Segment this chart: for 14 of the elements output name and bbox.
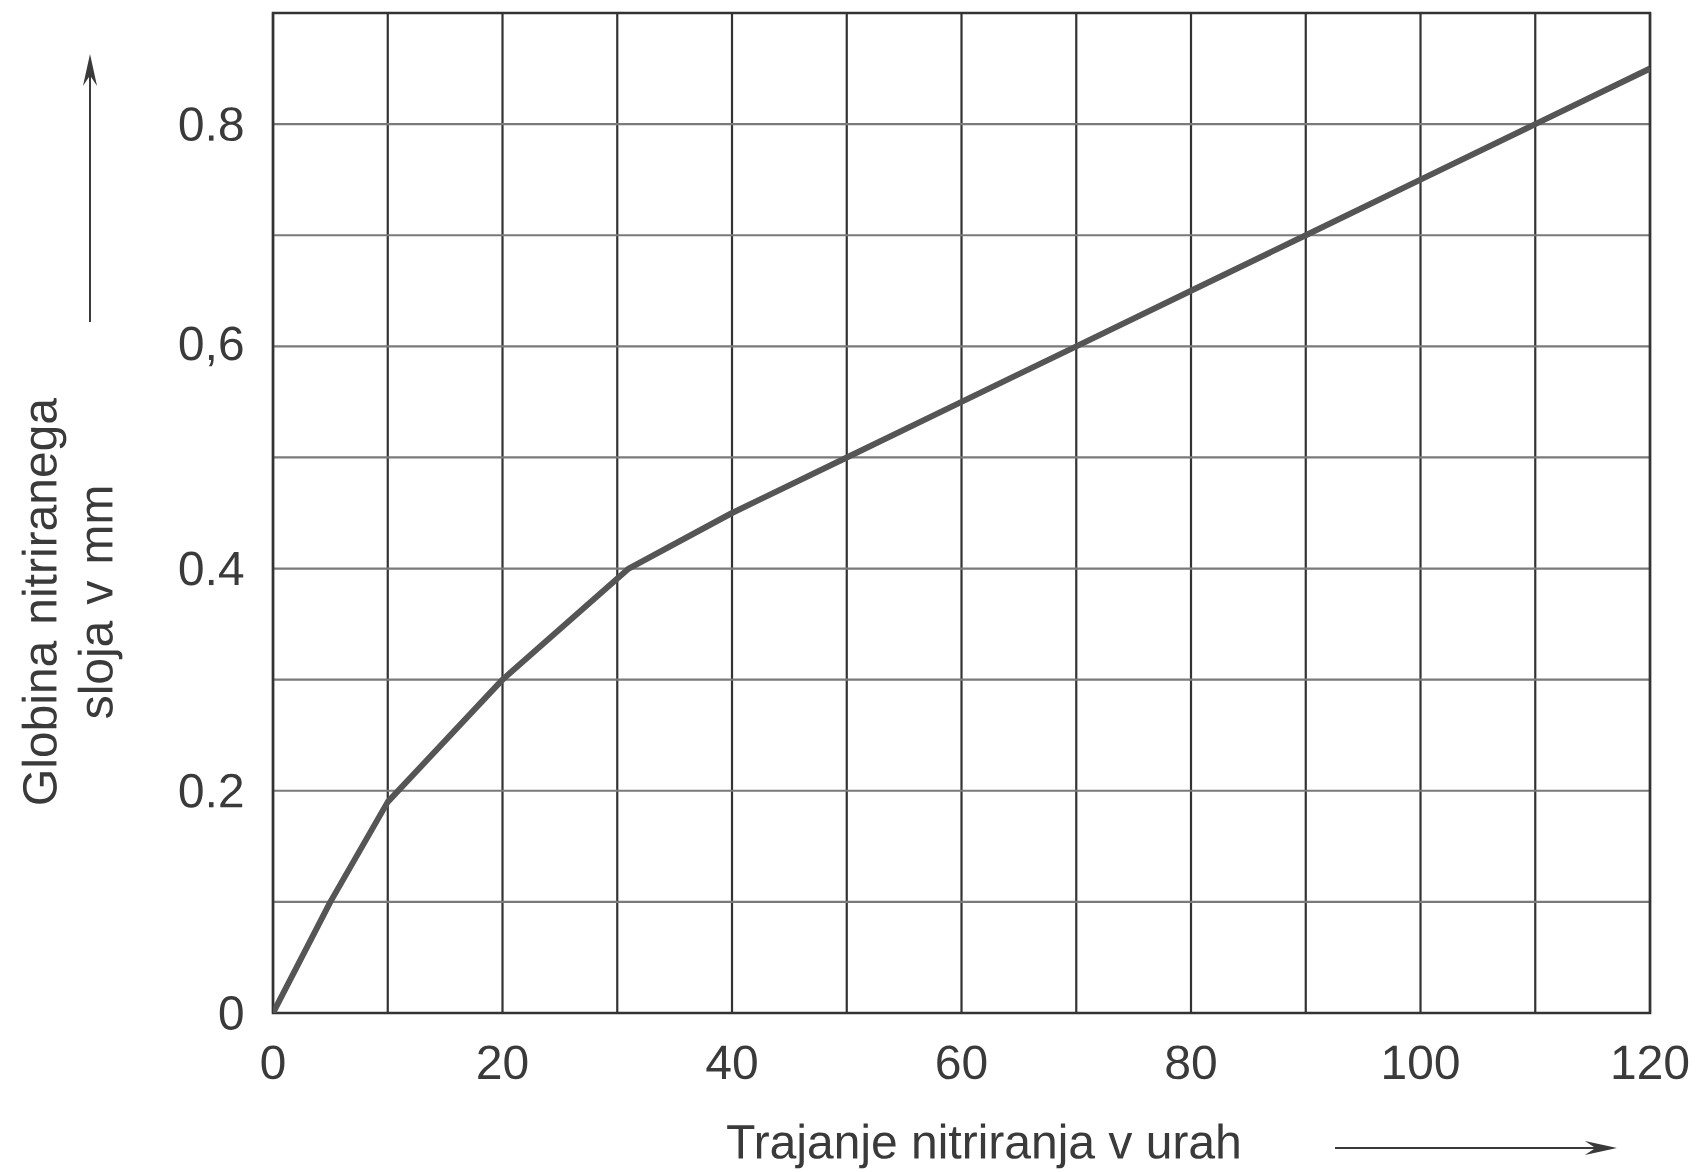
x-tick-label: 80 (1166, 1045, 1216, 1080)
y-tick-label: 0.4 (179, 551, 244, 586)
x-tick-label: 40 (706, 1045, 757, 1080)
x-tick-label: 60 (937, 1045, 987, 1080)
x-axis-title: Trajanje nitriranja v urah (727, 1123, 1239, 1169)
y-tick-label: 0.2 (179, 773, 243, 808)
x-tick-label: 120 (1613, 1045, 1689, 1080)
x-tick-label: 100 (1384, 1045, 1459, 1080)
y-tick-label: 0,6 (179, 326, 243, 367)
y-axis-title: Globina nitriranega sloja v mm (21, 397, 123, 804)
x-tick-label: 20 (478, 1045, 528, 1080)
x-tick-label: 0 (261, 1045, 285, 1080)
y-tick-label: 0 (219, 996, 243, 1030)
y-tick-label: 0.8 (179, 107, 243, 142)
